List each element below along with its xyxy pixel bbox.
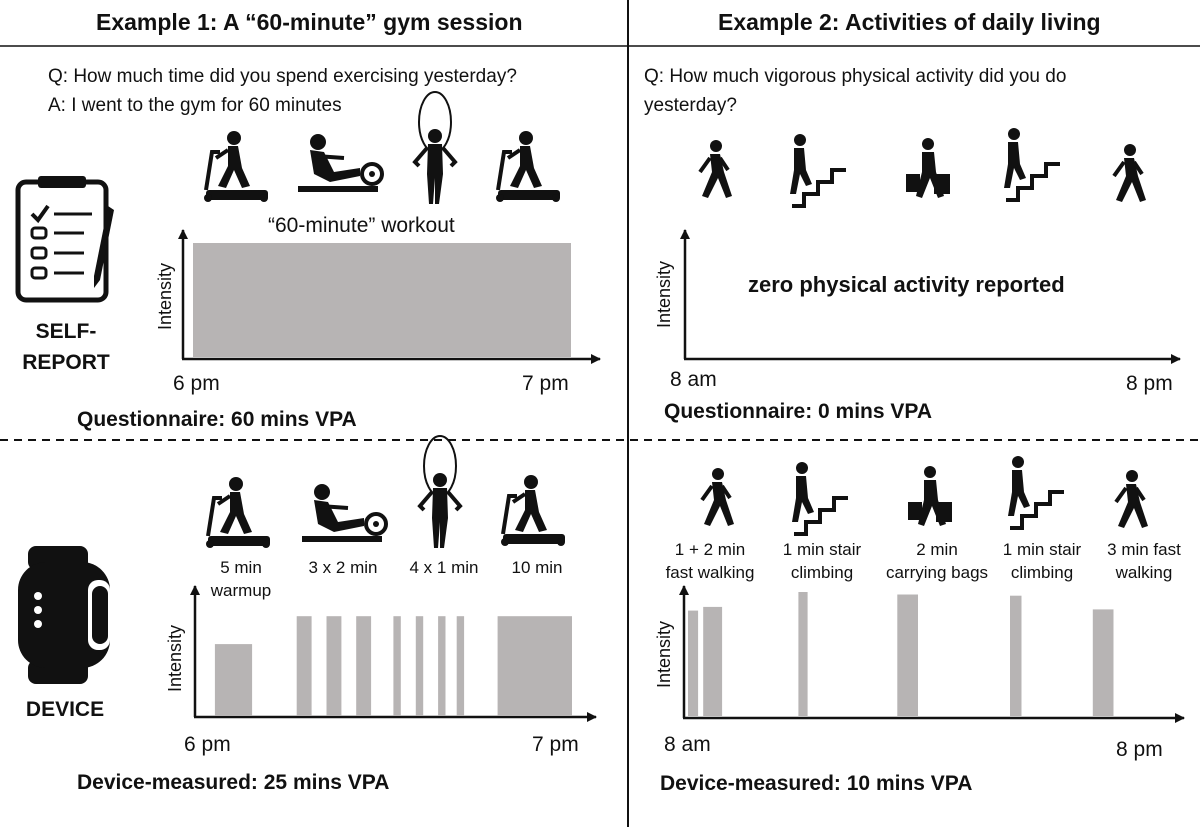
stair-climbing-icon: [790, 134, 846, 208]
axes-ex2-device: [679, 585, 1185, 723]
workout-label: “60-minute” workout: [268, 214, 455, 237]
activity-label: 2 min carrying bags: [885, 540, 989, 582]
y-axis-label: Intensity: [155, 262, 175, 330]
axes-ex1-self: [178, 229, 601, 364]
activity-label: 1 min stair climbing: [782, 540, 862, 582]
treadmill-icon: [204, 131, 268, 202]
stair-climbing-icon: [1004, 128, 1060, 202]
y-axis-label: Intensity: [165, 624, 185, 692]
header-example-1: Example 1: A “60-minute” gym session: [96, 9, 523, 35]
treadmill-icon: [501, 475, 565, 546]
self-report-summary-example-1: Questionnaire: 60 mins VPA: [77, 408, 357, 431]
answer-example-1: A: I went to the gym for 60 minutes: [48, 95, 342, 116]
activity-label: 5 min warmup: [210, 558, 272, 600]
activity-bar: [438, 616, 446, 716]
activity-bar: [798, 592, 808, 716]
activity-label: 4 x 1 min: [409, 558, 479, 577]
walking-icon: [700, 468, 734, 526]
activity-bar: [393, 616, 401, 716]
device-label: DEVICE: [25, 698, 105, 721]
wearable-band-icon: [18, 546, 110, 684]
activity-label: 10 min: [511, 558, 563, 577]
activity-label: 1 + 2 min fast walking: [665, 540, 755, 582]
question-example-2-line-2: yesterday?: [644, 95, 737, 116]
activity-bar: [326, 616, 342, 716]
rowing-machine-icon: [298, 134, 384, 192]
x-tick-end: 8 pm: [1116, 738, 1163, 761]
self-report-summary-example-2: Questionnaire: 0 mins VPA: [664, 400, 933, 423]
x-tick-start: 6 pm: [184, 733, 231, 756]
activity-bar: [897, 594, 918, 716]
chart-area-60-minute-workout: [193, 243, 571, 357]
x-tick-start: 8 am: [670, 368, 717, 391]
walking-icon: [1112, 144, 1146, 202]
clipboard-questionnaire-icon: [15, 176, 114, 303]
axes-ex1-device: [190, 585, 597, 722]
x-tick-end: 8 pm: [1126, 372, 1173, 395]
activity-label: 3 min fast walking: [1107, 540, 1181, 582]
zero-activity-note: zero physical activity reported: [748, 272, 1065, 297]
header-example-2: Example 2: Activities of daily living: [718, 9, 1101, 35]
treadmill-icon: [496, 131, 560, 202]
activity-bar: [296, 616, 312, 716]
bars-ex1-device: [214, 616, 572, 716]
treadmill-icon: [206, 477, 270, 548]
activity-bar: [356, 616, 372, 716]
activity-bar: [1092, 609, 1114, 716]
question-example-1: Q: How much time did you spend exercisin…: [48, 66, 517, 87]
jump-rope-icon: [417, 435, 463, 548]
y-axis-label: Intensity: [654, 260, 674, 328]
carrying-bags-icon: [906, 138, 950, 198]
activity-bar: [497, 616, 572, 716]
device-summary-example-1: Device-measured: 25 mins VPA: [77, 771, 390, 794]
x-tick-end: 7 pm: [532, 733, 579, 756]
jump-rope-icon: [412, 91, 458, 204]
walking-icon: [1114, 470, 1148, 528]
activity-bar: [703, 606, 723, 716]
device-summary-example-2: Device-measured: 10 mins VPA: [660, 772, 973, 795]
walking-icon: [698, 140, 732, 198]
stair-climbing-icon: [792, 462, 848, 536]
activity-bar: [214, 644, 253, 716]
x-tick-start: 8 am: [664, 733, 711, 756]
question-example-2-line-1: Q: How much vigorous physical activity d…: [644, 66, 1067, 87]
activity-bar: [456, 616, 465, 716]
activity-bar: [1010, 595, 1022, 716]
carrying-bags-icon: [908, 466, 952, 526]
activity-label: 3 x 2 min: [308, 558, 378, 577]
activity-bar: [688, 610, 699, 716]
y-axis-label: Intensity: [654, 620, 674, 688]
bars-ex2-device: [688, 592, 1114, 716]
activity-label: 1 min stair climbing: [1002, 540, 1082, 582]
stair-climbing-icon: [1008, 456, 1064, 530]
self-report-label: SELF- REPORT: [22, 320, 110, 374]
axes-ex2-self: [680, 229, 1181, 364]
rowing-machine-icon: [302, 484, 388, 542]
activity-bar: [415, 616, 424, 716]
x-tick-start: 6 pm: [173, 372, 220, 395]
x-tick-end: 7 pm: [522, 372, 569, 395]
